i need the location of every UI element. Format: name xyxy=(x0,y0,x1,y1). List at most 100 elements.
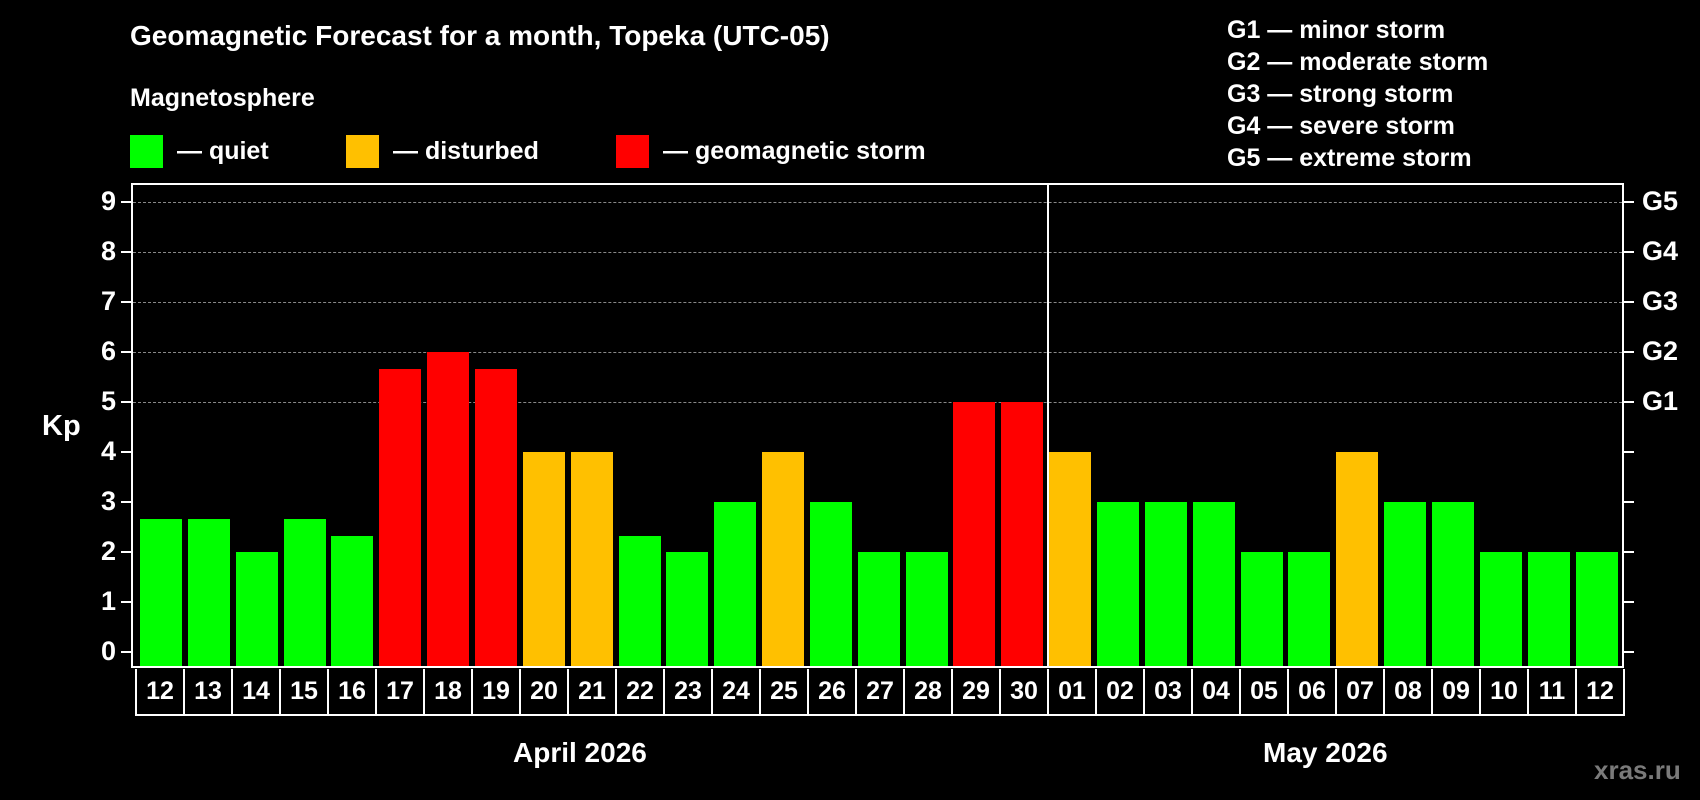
storm-level-legend: G1 — minor storm G2 — moderate storm G3 … xyxy=(1227,14,1488,174)
month-label-may: May 2026 xyxy=(1263,737,1388,768)
date-label: 26 xyxy=(807,669,855,714)
y-tick-label-3: 3 xyxy=(100,486,116,516)
y-tick-right xyxy=(1624,451,1634,453)
date-label: 16 xyxy=(327,669,375,714)
gridline-kp-8 xyxy=(133,252,1622,253)
legend-item-disturbed: — disturbed xyxy=(346,134,539,168)
y-tick-right xyxy=(1624,201,1634,203)
legend-label: — geomagnetic storm xyxy=(663,136,926,165)
y-tick-label-2: 2 xyxy=(100,536,116,566)
y-tick-left xyxy=(121,601,131,603)
bar-quiet xyxy=(618,535,661,666)
date-label: 06 xyxy=(1287,669,1335,714)
y-tick-right xyxy=(1624,351,1634,353)
y-tick-left xyxy=(121,501,131,503)
gridline-kp-9 xyxy=(133,202,1622,203)
date-label: 25 xyxy=(759,669,807,714)
date-label: 05 xyxy=(1239,669,1287,714)
date-label: 15 xyxy=(279,669,327,714)
y-tick-right xyxy=(1624,301,1634,303)
y-tick-right xyxy=(1624,651,1634,653)
date-label: 22 xyxy=(615,669,663,714)
date-label: 09 xyxy=(1431,669,1479,714)
bar-quiet xyxy=(857,552,900,666)
bar-storm xyxy=(474,368,517,666)
bar-quiet xyxy=(187,518,230,666)
bar-quiet xyxy=(1431,502,1474,666)
date-label: 14 xyxy=(231,669,279,714)
g-level-label-g4: G4 xyxy=(1642,236,1679,266)
disturbed-swatch xyxy=(346,134,379,168)
date-label: 20 xyxy=(519,669,567,714)
storm-level-g4: G4 — severe storm xyxy=(1227,112,1455,140)
date-label: 30 xyxy=(999,669,1047,714)
y-tick-left xyxy=(121,251,131,253)
bar-quiet xyxy=(1240,552,1283,666)
date-label: 12 xyxy=(146,677,174,705)
date-label: 28 xyxy=(903,669,951,714)
y-tick-left xyxy=(121,651,131,653)
plot-area xyxy=(131,183,1624,668)
date-label: 29 xyxy=(951,669,999,714)
bar-quiet xyxy=(666,552,709,666)
y-tick-right xyxy=(1624,501,1634,503)
bar-disturbed xyxy=(1049,452,1092,666)
legend-label: — quiet xyxy=(177,136,269,165)
bar-disturbed xyxy=(522,452,565,666)
date-label: 02 xyxy=(1095,669,1143,714)
y-tick-label-0: 0 xyxy=(100,636,116,666)
legend-item-quiet: — quiet xyxy=(130,134,269,168)
y-tick-label-7: 7 xyxy=(100,286,116,316)
y-tick-label-6: 6 xyxy=(100,336,116,366)
bar-quiet xyxy=(1479,552,1522,666)
date-label: 27 xyxy=(855,669,903,714)
bar-quiet xyxy=(1288,552,1331,666)
y-tick-left xyxy=(121,551,131,553)
bar-quiet xyxy=(283,518,326,666)
date-label: 12 xyxy=(1575,669,1623,714)
bar-quiet xyxy=(140,518,182,666)
date-label: 18 xyxy=(423,669,471,714)
y-tick-left xyxy=(121,201,131,203)
bar-quiet xyxy=(1192,502,1235,666)
date-label: 11 xyxy=(1527,669,1575,714)
y-tick-left xyxy=(121,351,131,353)
bar-quiet xyxy=(1384,502,1427,666)
bar-quiet xyxy=(714,502,757,666)
date-label: 07 xyxy=(1335,669,1383,714)
y-tick-right xyxy=(1624,551,1634,553)
storm-level-g2: G2 — moderate storm xyxy=(1227,48,1489,76)
g-level-label-g2: G2 xyxy=(1642,336,1679,366)
bar-quiet xyxy=(235,552,278,666)
bar-storm xyxy=(379,368,422,666)
date-axis: 12 13 14 15 16 17 18 19 20 21 22 23 24 25 26 27 28 29 30 01… xyxy=(135,669,1625,716)
date-label: 03 xyxy=(1143,669,1191,714)
y-tick-left xyxy=(121,451,131,453)
bar-storm xyxy=(427,352,470,666)
y-tick-label-4: 4 xyxy=(100,436,116,466)
date-label: 04 xyxy=(1191,669,1239,714)
date-label: 13 xyxy=(183,669,231,714)
bar-disturbed xyxy=(570,452,613,666)
bar-quiet xyxy=(1097,502,1139,666)
y-tick-label-5: 5 xyxy=(100,386,116,416)
bar-quiet xyxy=(809,502,852,666)
bar-quiet xyxy=(1144,502,1187,666)
legend-label: — disturbed xyxy=(393,136,539,165)
watermark: xras.ru xyxy=(1594,755,1681,785)
y-tick-right xyxy=(1624,601,1634,603)
date-label: 24 xyxy=(711,669,759,714)
bar-quiet xyxy=(331,535,374,666)
date-label: 08 xyxy=(1383,669,1431,714)
month-separator xyxy=(1047,185,1049,666)
y-axis-label: Kp xyxy=(42,410,81,442)
bar-quiet xyxy=(1527,552,1570,666)
g-level-label-g1: G1 xyxy=(1642,386,1679,416)
y-tick-left xyxy=(121,401,131,403)
gridline-kp-7 xyxy=(133,302,1622,303)
y-tick-left xyxy=(121,301,131,303)
quiet-swatch xyxy=(130,134,163,168)
y-tick-label-8: 8 xyxy=(100,236,116,266)
gridline-kp-5 xyxy=(133,402,1622,403)
legend-item-storm: — geomagnetic storm xyxy=(616,134,926,168)
